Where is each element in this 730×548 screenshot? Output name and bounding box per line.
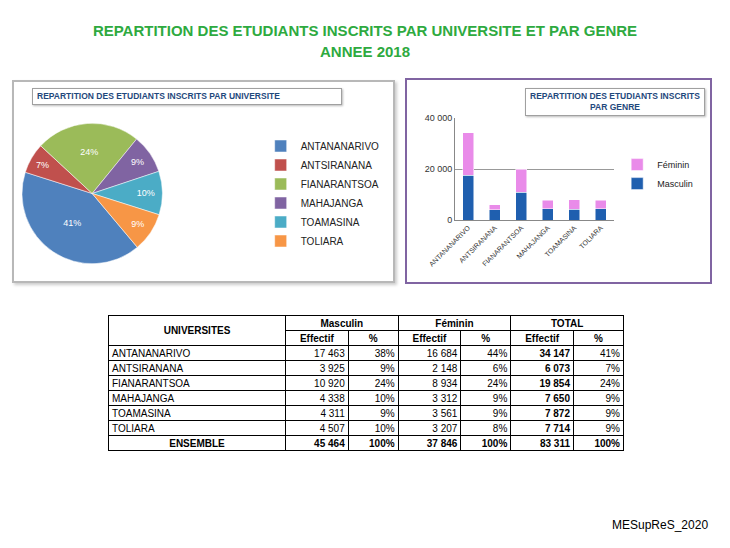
svg-text:ANTANANARIVO: ANTANANARIVO: [428, 224, 472, 268]
html-text:9%: 9%: [605, 407, 620, 419]
html-text:7 650: 7 650: [545, 392, 570, 404]
svg-text:41%: 41%: [63, 218, 81, 228]
html-text:ANNEE 2018: ANNEE 2018: [320, 43, 410, 60]
html-text:3 207: 3 207: [432, 422, 458, 434]
svg-text:Masculin: Masculin: [657, 179, 693, 189]
html-text:TOTAL: TOTAL: [550, 317, 584, 329]
html-text:TOAMASINA: TOAMASINA: [112, 407, 171, 419]
svg-text:MAHAJANGA: MAHAJANGA: [301, 198, 364, 209]
html-text:2 148: 2 148: [432, 362, 458, 374]
svg-text:24%: 24%: [80, 147, 98, 157]
html-text:9%: 9%: [492, 392, 508, 404]
html-text:3 561: 3 561: [432, 407, 458, 419]
html-text:34 147: 34 147: [539, 347, 570, 359]
html-text:8 934: 8 934: [432, 377, 458, 389]
html-text:16 684: 16 684: [426, 347, 458, 359]
svg-text:0: 0: [447, 215, 452, 225]
html-text:FIANARANTSOA: FIANARANTSOA: [112, 377, 190, 389]
html-text:4 338: 4 338: [319, 392, 345, 404]
html-text:Féminin: Féminin: [435, 317, 474, 329]
html-text:24%: 24%: [374, 377, 395, 389]
html-text:TOLIARA: TOLIARA: [112, 422, 155, 434]
html-text:MAHAJANGA: MAHAJANGA: [112, 392, 175, 404]
html-text:Effectif: Effectif: [299, 332, 334, 344]
html-text:10 920: 10 920: [314, 377, 345, 389]
html-text:8%: 8%: [492, 422, 508, 434]
svg-text:FIANARANTSOA: FIANARANTSOA: [481, 224, 525, 268]
html-text:REPARTITION DES ETUDIANTS INSC: REPARTITION DES ETUDIANTS INSCRITS PAR G…: [530, 91, 700, 112]
html-text:9%: 9%: [492, 407, 508, 419]
svg-text:ANTSIRANANA: ANTSIRANANA: [301, 160, 372, 171]
html-text:MESupReS_2020: MESupReS_2020: [612, 518, 709, 532]
svg-text:TOLIARA: TOLIARA: [301, 236, 344, 247]
html-text:41%: 41%: [600, 347, 620, 359]
html-text:REPARTITION DES ETUDIANTS INSC: REPARTITION DES ETUDIANTS INSCRITS PAR U…: [92, 22, 638, 39]
html-text:37 846: 37 846: [426, 437, 458, 449]
html-text:7 872: 7 872: [545, 407, 570, 419]
html-text:Masculin: Masculin: [320, 317, 364, 329]
svg-text:20 000: 20 000: [425, 164, 453, 174]
html-text:100%: 100%: [594, 437, 620, 449]
svg-text:MAHAJANGA: MAHAJANGA: [515, 224, 551, 260]
svg-text:TOLIARA: TOLIARA: [578, 224, 604, 250]
html-text:17 463: 17 463: [314, 347, 345, 359]
html-text:Effectif: Effectif: [412, 332, 447, 344]
html-text:24%: 24%: [487, 377, 508, 389]
svg-text:10%: 10%: [137, 188, 155, 198]
svg-text:40 000: 40 000: [425, 113, 453, 123]
html-text:9%: 9%: [380, 407, 395, 419]
svg-text:7%: 7%: [36, 160, 49, 170]
html-text:10%: 10%: [374, 392, 395, 404]
html-text:3 925: 3 925: [319, 362, 345, 374]
svg-text:TOAMASINA: TOAMASINA: [301, 217, 360, 228]
svg-text:9%: 9%: [131, 219, 144, 229]
html-text:UNIVERSITES: UNIVERSITES: [163, 325, 231, 336]
html-text:Effectif: Effectif: [525, 332, 560, 344]
html-text:100%: 100%: [481, 437, 508, 449]
html-text:6 073: 6 073: [545, 362, 570, 374]
svg-text:FIANARANTSOA: FIANARANTSOA: [301, 179, 379, 190]
html-text:REPARTITION DES ETUDIANTS INSC: REPARTITION DES ETUDIANTS INSCRITS PAR U…: [37, 91, 280, 101]
html-text:9%: 9%: [605, 422, 620, 434]
html-text:ANTSIRANANA: ANTSIRANANA: [112, 362, 184, 374]
svg-text:9%: 9%: [131, 157, 144, 167]
svg-text:ANTANANARIVO: ANTANANARIVO: [301, 141, 379, 152]
html-text:44%: 44%: [487, 347, 508, 359]
html-text:38%: 38%: [374, 347, 395, 359]
html-text:19 854: 19 854: [539, 377, 570, 389]
svg-text:TOAMASINA: TOAMASINA: [543, 224, 577, 258]
html-text:6%: 6%: [492, 362, 508, 374]
html-text:ANTANANARIVO: ANTANANARIVO: [112, 347, 191, 359]
html-text:45 464: 45 464: [314, 437, 345, 449]
html-text:7 714: 7 714: [545, 422, 570, 434]
html-text:9%: 9%: [380, 362, 395, 374]
html-text:7%: 7%: [605, 362, 620, 374]
html-text:24%: 24%: [600, 377, 620, 389]
html-text:9%: 9%: [605, 392, 620, 404]
html-text:10%: 10%: [374, 422, 395, 434]
html-text:3 312: 3 312: [432, 392, 458, 404]
html-text:83 311: 83 311: [539, 437, 570, 449]
html-text:ENSEMBLE: ENSEMBLE: [169, 437, 225, 449]
html-text:100%: 100%: [369, 437, 395, 449]
html-text:4 311: 4 311: [320, 407, 345, 419]
svg-text:Féminin: Féminin: [657, 160, 689, 170]
html-text:4 507: 4 507: [319, 422, 345, 434]
svg-text:ANTSIRANANA: ANTSIRANANA: [458, 224, 498, 264]
